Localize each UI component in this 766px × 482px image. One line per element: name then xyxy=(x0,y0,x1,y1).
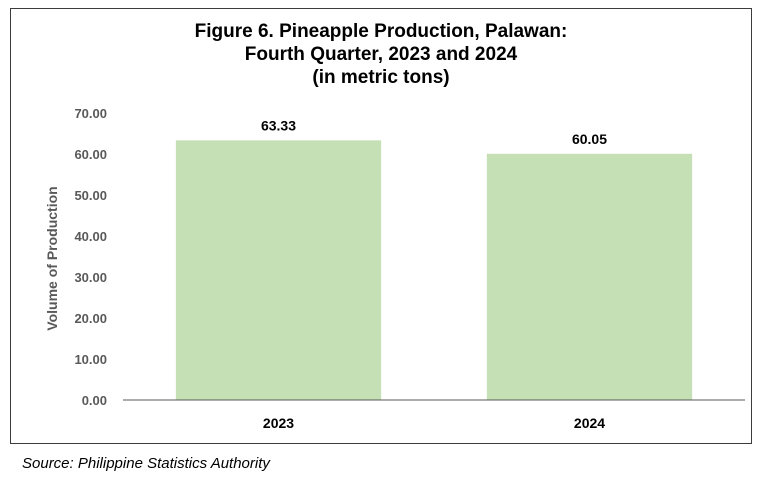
y-tick-label: 0.00 xyxy=(82,393,107,408)
bars xyxy=(175,140,693,401)
source-note: Source: Philippine Statistics Authority xyxy=(22,455,270,472)
y-tick-label: 40.00 xyxy=(74,229,107,244)
y-tick-label: 10.00 xyxy=(74,352,107,367)
y-tick-label: 70.00 xyxy=(74,106,107,121)
bar-2023 xyxy=(175,140,382,401)
data-label: 63.33 xyxy=(261,117,296,133)
x-tick-label: 2023 xyxy=(263,415,294,431)
y-tick-label: 30.00 xyxy=(74,270,107,285)
chart-title-line-1: Figure 6. Pineapple Production, Palawan: xyxy=(194,21,568,42)
chart-title-line-2: Fourth Quarter, 2023 and 2024 xyxy=(244,44,518,65)
x-axis-ticks: 2023 2024 xyxy=(263,415,605,431)
y-axis-label: Volume of Production xyxy=(44,186,60,330)
bar-2024 xyxy=(486,153,693,400)
y-tick-label: 20.00 xyxy=(74,311,107,326)
data-labels: 63.33 60.05 xyxy=(261,117,607,146)
data-label: 60.05 xyxy=(572,131,607,147)
x-tick-label: 2024 xyxy=(574,415,605,431)
chart-title-line-3: (in metric tons) xyxy=(312,67,450,88)
y-tick-label: 50.00 xyxy=(74,188,107,203)
y-axis-ticks: 0.00 10.00 20.00 30.00 40.00 50.00 60.00 70.00 xyxy=(74,106,107,408)
y-tick-label: 60.00 xyxy=(74,147,107,162)
